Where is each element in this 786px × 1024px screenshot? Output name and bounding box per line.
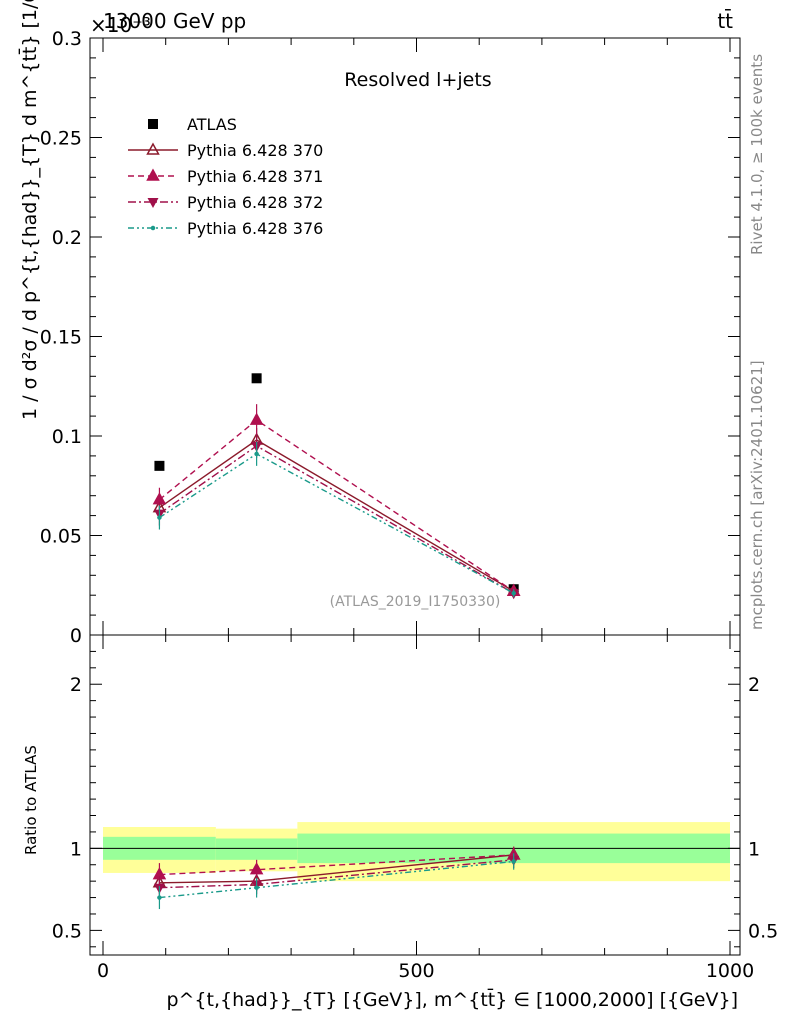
- ratio-band-inner: [215, 838, 298, 860]
- mc-data-point: [249, 412, 264, 425]
- legend-marker: [150, 225, 156, 231]
- legend: ATLAS Pythia 6.428 370 Pythia 6.428 371 Pyt…: [128, 115, 323, 238]
- main-series-line: [159, 439, 515, 592]
- x-axis-label: p^{t,{had}}_{T} [{GeV}], m^{tt̄} ∈ [1000…: [166, 987, 738, 1011]
- analysis-id: (ATLAS_2019_I1750330): [330, 594, 501, 610]
- exponent-label: ×10⁻³: [90, 13, 151, 37]
- ratio-frame: [89, 634, 741, 956]
- legend-label: Pythia 6.428 371: [187, 167, 323, 186]
- atlas-data-point: [154, 460, 165, 471]
- legend-marker: [148, 119, 158, 129]
- y-tick-label: 0.25: [40, 128, 82, 150]
- rivet-label: Rivet 4.1.0, ≥ 100k events: [748, 54, 766, 255]
- x-tick-label: 0: [97, 960, 109, 982]
- ratio-data-point: [254, 885, 259, 890]
- main-title: Resolved l+jets: [344, 69, 491, 91]
- y-tick-label: 0.2: [52, 227, 82, 249]
- main-series-line: [159, 453, 515, 594]
- main-series-line: [158, 419, 515, 592]
- y-tick-label: 0.05: [40, 526, 82, 548]
- main-series-line: [159, 445, 515, 594]
- legend-label: Pythia 6.428 376: [187, 219, 323, 238]
- y-tick-label: 0.3: [52, 28, 82, 50]
- ratio-y-tick-label-right: 0.5: [748, 920, 778, 942]
- ratio-panel: 0 500 1000 0.5 0.5 1 1 2 2: [52, 634, 778, 982]
- ratio-y-tick-label: 0.5: [52, 920, 82, 942]
- ratio-data-point: [249, 862, 264, 875]
- mcplots-label: mcplots.cern.ch [arXiv:2401.10621]: [748, 360, 766, 630]
- atlas-data-point: [251, 373, 262, 384]
- ratio-y-tick-label: 1: [70, 838, 82, 860]
- ratio-data-point: [157, 895, 162, 900]
- ratio-series-line: [159, 854, 514, 876]
- process-label: tt̄: [717, 8, 733, 33]
- main-panel: 0 0.05 0.1 0.15 0.2 0.25 0.3: [40, 28, 741, 647]
- ratio-y-tick-label-right: 1: [748, 838, 760, 860]
- mc-data-point: [254, 451, 259, 457]
- main-y-label: 1 / σ d²σ / d p^{t,{had}}_{T} d m^{tt̄} …: [17, 0, 41, 420]
- y-tick-label: 0.15: [40, 327, 82, 349]
- x-tick-label: 1000: [706, 960, 754, 982]
- x-tick-label: 500: [398, 960, 434, 982]
- y-tick-label: 0: [70, 625, 82, 647]
- legend-marker: [146, 142, 160, 155]
- ratio-data-point: [511, 859, 516, 864]
- mc-data-point: [157, 515, 162, 520]
- mc-data-point: [511, 590, 516, 596]
- legend-label: Pythia 6.428 370: [187, 141, 323, 160]
- ratio-y-label: Ratio to ATLAS: [22, 745, 40, 855]
- ratio-y-tick-label-right: 2: [748, 674, 760, 696]
- legend-label: ATLAS: [187, 115, 237, 134]
- legend-marker: [147, 198, 159, 208]
- legend-label: Pythia 6.428 372: [187, 193, 323, 212]
- legend-marker: [146, 168, 160, 181]
- y-tick-label: 0.1: [52, 426, 82, 448]
- ratio-y-tick-label: 2: [70, 674, 82, 696]
- energy-label: 13000 GeV pp: [103, 9, 246, 33]
